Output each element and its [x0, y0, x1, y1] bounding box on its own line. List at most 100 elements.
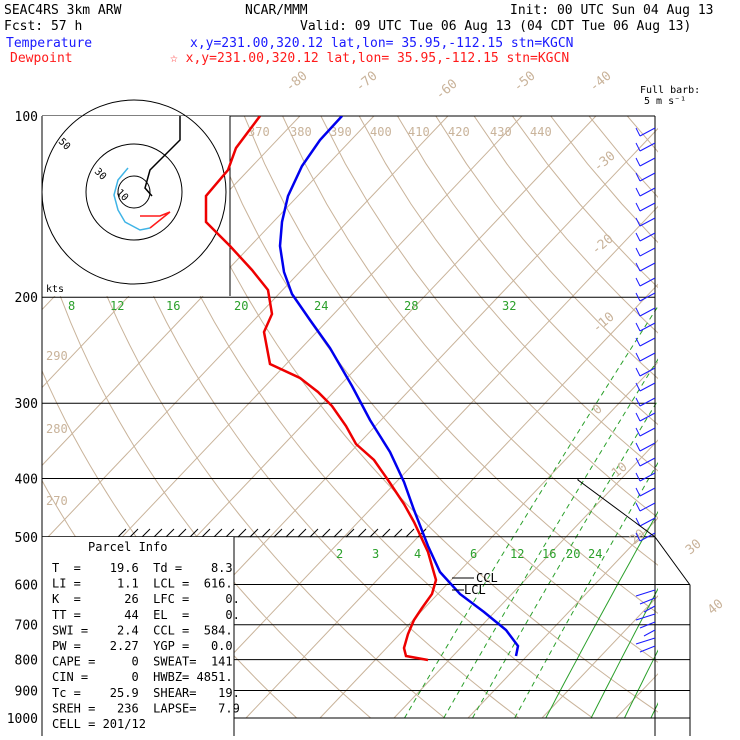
wind-barb-flag — [635, 247, 641, 257]
pressure-label-200: 200 — [15, 291, 38, 306]
wind-barb-low — [643, 629, 656, 637]
hodograph: 50 30 10 kts — [41, 99, 231, 296]
wind-barb-flag — [635, 172, 641, 182]
parcel-info-row: CAPE = 0 SWEAT= 141 — [52, 655, 233, 669]
wind-barb-flag — [635, 292, 641, 302]
theta-label: 280 — [46, 422, 68, 436]
isotherm-line — [690, 116, 740, 718]
theta-label: 440 — [530, 125, 552, 139]
hatch-mark — [225, 528, 235, 538]
mixing-label-low: 12 — [510, 547, 524, 561]
hatch-mark — [141, 528, 151, 538]
theta-label: 410 — [408, 125, 430, 139]
wind-barb-flag — [635, 352, 641, 362]
isotherm-line — [42, 116, 375, 467]
hatch-mark — [249, 528, 259, 538]
wind-barb-flag — [635, 277, 641, 287]
parcel-info-row: LI = 1.1 LCL = 616. — [52, 577, 233, 591]
parcel-info-rows: T = 19.6 Td = 8.3 LI = 1.1 LCL = 616.K = … — [52, 561, 240, 731]
parcel-info-row: CIN = 0 HWBZ= 4851. — [52, 670, 233, 684]
isotherm-line — [245, 283, 658, 719]
parcel-info-row: SREH = 236 LAPSE= 7.9 — [52, 701, 240, 715]
isotherm-label: 10 — [609, 460, 631, 482]
parcel-info-row: PW = 2.27 YGP = 0.0 — [52, 639, 233, 653]
mixing-label-low: 20 — [566, 547, 580, 561]
isotherm-line — [541, 595, 658, 719]
mixing-ratio-line — [443, 358, 658, 719]
mixing-label-top: 24 — [314, 299, 328, 313]
wind-barb-low — [639, 597, 656, 605]
dewpoint-legend: Dewpoint — [10, 51, 73, 66]
wind-barb-flag — [635, 217, 641, 227]
mixing-label-top: 8 — [68, 299, 75, 313]
valid-time: Valid: 09 UTC Tue 06 Aug 13 (04 CDT Tue … — [300, 19, 691, 34]
pressure-label-500: 500 — [15, 531, 38, 546]
wind-barb — [639, 472, 656, 482]
hatch-mark — [177, 528, 187, 538]
dry-adiabat — [666, 116, 740, 718]
wind-barb — [639, 367, 656, 377]
mixing-label-top: 32 — [502, 299, 516, 313]
mixing-label-top: 12 — [110, 299, 124, 313]
parcel-info-row: CELL = 201/12 — [52, 717, 146, 731]
wind-barb-low — [643, 605, 656, 613]
parcel-info-box — [42, 537, 234, 736]
inset-border — [577, 478, 691, 736]
wind-barb-flag — [635, 397, 641, 407]
wind-barb-flag — [635, 322, 641, 332]
isotherm-label: -50 — [511, 68, 539, 95]
lcl-label: LCL — [464, 583, 486, 597]
isotherm-label: -10 — [590, 309, 618, 336]
hodo-trace-mid — [113, 167, 151, 231]
hatch-mark — [309, 528, 319, 538]
wind-barb — [639, 427, 656, 437]
wind-barb-flag — [635, 502, 641, 512]
parcel-info-row: K = 26 LFC = 0. — [52, 592, 240, 606]
theta-label: 370 — [248, 125, 270, 139]
theta-label: 390 — [330, 125, 352, 139]
wind-barb-flag — [635, 202, 641, 212]
mixing-label-top: 16 — [166, 299, 180, 313]
wind-barb-flag — [635, 157, 641, 167]
isotherm-label: -60 — [433, 76, 461, 103]
dry-adiabat — [511, 116, 658, 289]
mixing-ratio-line — [692, 297, 740, 718]
wind-barb — [639, 412, 656, 422]
parcel-info-title: Parcel Info — [88, 540, 167, 554]
wind-barb — [639, 397, 656, 407]
hodo-trace-upper — [144, 116, 181, 197]
wind-barb — [639, 142, 656, 152]
dry-adiabat — [90, 116, 520, 719]
wind-barb-flag — [635, 142, 641, 152]
init-time: Init: 00 UTC Sun 04 Aug 13 — [510, 3, 714, 18]
wind-barb — [639, 337, 656, 347]
isotherm-label: -80 — [283, 68, 311, 95]
hatch-mark — [285, 528, 295, 538]
dry-adiabat — [320, 116, 658, 519]
dry-adiabat — [550, 116, 658, 244]
wind-barb-flag — [635, 187, 641, 197]
mixing-label-low: 4 — [414, 547, 421, 561]
wind-barb — [639, 352, 656, 362]
wind-barb — [639, 247, 656, 257]
dry-adiabat — [588, 116, 658, 198]
wind-barb — [639, 187, 656, 197]
dry-adiabat — [128, 116, 593, 719]
hatch-mark — [117, 528, 127, 538]
pressure-label-300: 300 — [15, 397, 38, 412]
wind-barb-flag — [635, 232, 641, 242]
hatch-mark — [369, 528, 379, 538]
mixing-label-low: 6 — [470, 547, 477, 561]
wind-barb — [639, 157, 656, 167]
mixing-ratio-line — [708, 297, 740, 718]
profiles — [204, 116, 520, 662]
wind-barb — [639, 262, 656, 272]
parcel-info-row: TT = 44 EL = 0. — [52, 608, 240, 622]
wind-barb — [639, 232, 656, 242]
wind-barb-flag — [635, 412, 641, 422]
wind-barb — [639, 127, 656, 137]
isotherm-label: 30 — [683, 537, 705, 559]
dewpoint-location: ☆ x,y=231.00,320.12 lat,lon= 35.95,-112.… — [170, 51, 569, 66]
